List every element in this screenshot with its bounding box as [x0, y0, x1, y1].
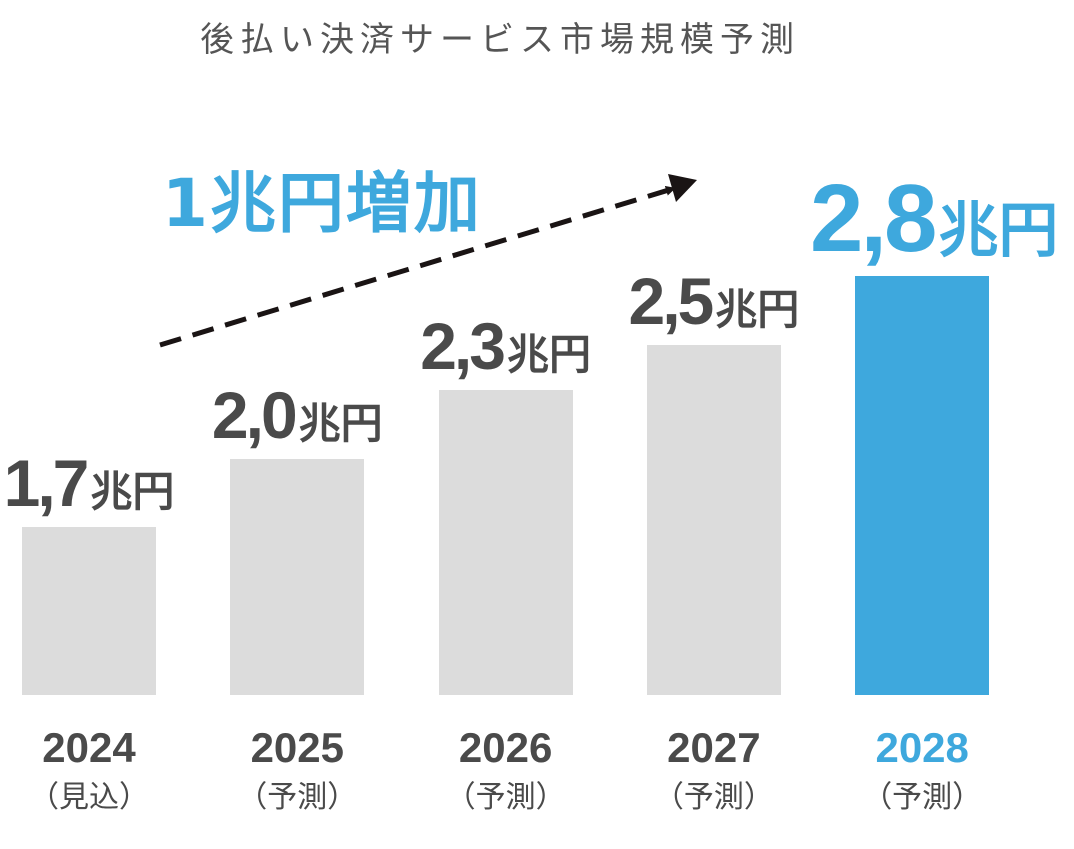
category-label: 2025 （予測） [197, 727, 397, 813]
value-unit: 兆円 [938, 195, 1059, 266]
year-label: 2028 [875, 724, 969, 771]
year-note: （予測） [445, 780, 566, 815]
bar-2028 [855, 276, 990, 695]
value-unit: 兆円 [715, 284, 800, 334]
year-note: （予測） [653, 780, 774, 815]
value-unit: 兆円 [90, 467, 175, 517]
bar-2026 [438, 390, 573, 695]
chart-title: 後払い決済サービス市場規模予測 [200, 20, 800, 60]
category-label: 2027 （予測） [614, 727, 814, 813]
year-label: 2025 [250, 724, 345, 771]
value-label: 1,7兆円 [4, 450, 175, 516]
bar-2027 [646, 344, 781, 695]
value-unit: 兆円 [298, 398, 383, 448]
year-note: （見込） [29, 780, 149, 815]
year-label: 2024 [42, 724, 136, 771]
category-label: 2026 （予測） [406, 727, 606, 813]
value-label: 2,8兆円 [810, 170, 1059, 267]
value-number: 2,3 [420, 309, 506, 384]
value-number: 1,7 [3, 446, 90, 521]
increase-annotation: 1兆円増加 [162, 165, 482, 242]
value-number: 2,0 [211, 377, 298, 452]
value-number: 2,5 [628, 263, 715, 338]
category-label: 2024 （見込） [0, 727, 189, 813]
category-label: 2028 （予測） [822, 727, 1022, 813]
year-label: 2026 [458, 724, 553, 771]
trend-arrow-line [159, 185, 676, 348]
value-number: 2,8 [809, 164, 937, 272]
value-label: 2,5兆円 [629, 268, 800, 334]
year-label: 2027 [667, 724, 761, 771]
bar-2025 [230, 458, 365, 695]
value-label: 2,0兆円 [212, 382, 383, 448]
year-note: （予測） [862, 780, 983, 815]
bar-2024 [22, 526, 156, 695]
year-note: （予測） [237, 780, 358, 815]
arrow-head [668, 174, 697, 202]
value-unit: 兆円 [506, 330, 591, 380]
value-label: 2,3兆円 [420, 313, 591, 379]
